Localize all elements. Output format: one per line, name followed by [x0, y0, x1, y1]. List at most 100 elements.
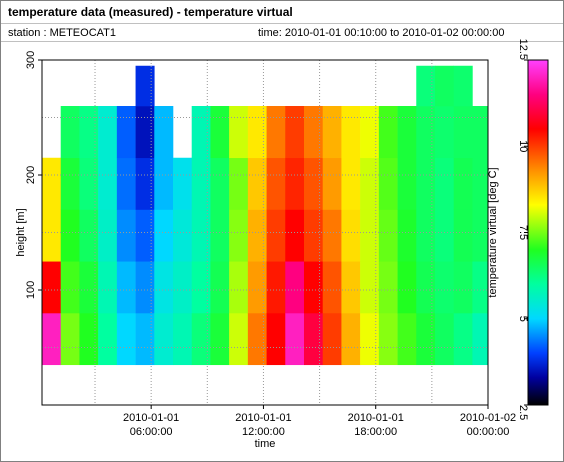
heat-cell — [191, 209, 211, 262]
heat-cell — [79, 313, 99, 366]
heat-cell — [434, 106, 454, 159]
heat-cell — [360, 261, 380, 314]
heat-cell — [378, 313, 398, 366]
heat-cell — [322, 209, 342, 262]
heat-cell — [172, 209, 193, 262]
heat-cell — [98, 313, 118, 366]
heat-cell — [453, 65, 473, 107]
y-axis-label: height [m] — [15, 208, 27, 256]
heat-cell — [60, 313, 80, 366]
heat-cell — [285, 209, 305, 262]
heat-cell — [191, 157, 211, 210]
heat-cell — [154, 261, 174, 314]
heat-cell — [378, 209, 398, 262]
heat-cell — [303, 313, 323, 366]
time-range: time: 2010-01-01 00:10:00 to 2010-01-02 … — [258, 27, 504, 39]
heat-cell — [42, 313, 62, 366]
heat-cell — [397, 106, 417, 159]
heat-cell — [172, 157, 193, 210]
heat-cell — [416, 209, 436, 262]
heat-cell — [322, 313, 342, 366]
heat-cell — [60, 157, 80, 210]
heat-cell — [42, 209, 62, 262]
heat-cell — [453, 106, 473, 159]
heat-cell — [154, 106, 174, 159]
heat-cell — [191, 106, 211, 159]
heat-cell — [79, 106, 99, 159]
heat-cell — [434, 261, 454, 314]
heat-cell — [210, 106, 230, 159]
heat-cell — [60, 209, 80, 262]
heat-cell — [266, 157, 286, 210]
heat-cell — [229, 313, 249, 366]
heat-cell — [397, 261, 417, 314]
heat-cell — [434, 209, 454, 262]
heat-cell — [453, 209, 473, 262]
heat-cell — [434, 157, 454, 210]
heat-cell — [42, 261, 62, 314]
heat-cell — [247, 106, 267, 159]
heat-cell — [472, 106, 489, 159]
x-tick-label: 2010-01-02 00:00:00 — [460, 412, 516, 438]
heat-cell — [98, 261, 118, 314]
heat-cell — [210, 209, 230, 262]
heat-cell — [98, 209, 118, 262]
heat-cell — [397, 157, 417, 210]
heat-cell — [397, 313, 417, 366]
heat-cell — [416, 157, 436, 210]
heat-cell — [303, 261, 323, 314]
heat-cell — [210, 261, 230, 314]
heat-cell — [360, 313, 380, 366]
heat-cell — [42, 157, 62, 210]
heat-cell — [154, 209, 174, 262]
y-tick-label: 300 — [25, 51, 37, 69]
x-axis-label: time — [255, 438, 276, 450]
heat-cell — [229, 261, 249, 314]
heat-cell — [135, 209, 155, 262]
y-tick-label: 200 — [25, 166, 37, 184]
heat-cell — [266, 106, 286, 159]
heat-cell — [172, 313, 193, 366]
heat-cell — [247, 313, 267, 366]
heat-cell — [322, 157, 342, 210]
heat-cell — [285, 106, 305, 159]
heat-cell — [210, 157, 230, 210]
heat-cell — [378, 106, 398, 159]
heat-cell — [135, 157, 155, 210]
heat-cell — [247, 209, 267, 262]
heat-cell — [416, 261, 436, 314]
heat-cell — [116, 157, 136, 210]
heat-cell — [322, 106, 342, 159]
heat-cell — [434, 313, 454, 366]
heat-cell — [154, 313, 174, 366]
colorbar-tick-label: 10 — [517, 140, 529, 152]
heat-cell — [79, 157, 99, 210]
heat-cell — [453, 313, 473, 366]
heat-cell — [453, 261, 473, 314]
heat-cell — [416, 65, 436, 107]
heat-cell — [303, 157, 323, 210]
heat-cell — [285, 261, 305, 314]
heat-cell — [172, 261, 193, 314]
heat-cell — [303, 209, 323, 262]
heat-cell — [191, 261, 211, 314]
colorbar-tick-label: 2.5 — [517, 405, 529, 420]
colorbar-label: temperature virtual [deg C] — [487, 167, 499, 297]
heat-cell — [341, 313, 361, 366]
heat-cell — [266, 209, 286, 262]
heat-cell — [229, 106, 249, 159]
heat-cell — [453, 157, 473, 210]
heat-cell — [135, 65, 155, 107]
heat-cell — [229, 209, 249, 262]
colorbar-tick-label: 12.5 — [517, 39, 529, 60]
heat-cell — [247, 261, 267, 314]
heat-cell — [98, 106, 118, 159]
heat-cell — [116, 106, 136, 159]
heat-cell — [116, 313, 136, 366]
heat-cell — [434, 65, 454, 107]
heat-cell — [135, 313, 155, 366]
heat-cell — [79, 261, 99, 314]
heat-cell — [79, 209, 99, 262]
heat-cell — [247, 157, 267, 210]
